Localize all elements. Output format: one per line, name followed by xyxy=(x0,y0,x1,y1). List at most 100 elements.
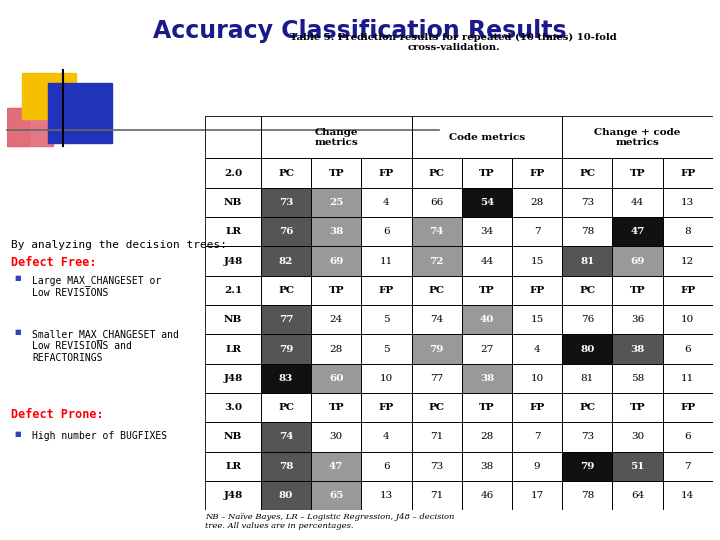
Text: 78: 78 xyxy=(580,491,594,500)
Text: 54: 54 xyxy=(480,198,494,207)
Bar xyxy=(562,334,613,364)
Bar xyxy=(412,481,462,510)
Bar xyxy=(662,246,713,276)
Bar xyxy=(412,116,562,158)
Bar xyxy=(613,451,662,481)
Bar xyxy=(613,217,662,246)
Bar xyxy=(261,451,311,481)
Bar xyxy=(662,334,713,364)
Text: 9: 9 xyxy=(534,462,541,471)
Bar xyxy=(261,246,311,276)
Text: 6: 6 xyxy=(383,462,390,471)
Text: 69: 69 xyxy=(329,256,343,266)
Text: 72: 72 xyxy=(429,256,444,266)
Text: 79: 79 xyxy=(580,462,595,471)
Bar xyxy=(412,188,462,217)
Text: 82: 82 xyxy=(279,256,293,266)
Text: 78: 78 xyxy=(580,227,594,237)
Text: 12: 12 xyxy=(681,256,694,266)
Bar xyxy=(462,364,512,393)
Bar xyxy=(512,364,562,393)
Bar xyxy=(662,422,713,451)
Text: 30: 30 xyxy=(330,433,343,442)
Text: 15: 15 xyxy=(531,256,544,266)
Bar xyxy=(261,276,311,305)
Bar xyxy=(361,158,412,188)
Text: 14: 14 xyxy=(681,491,694,500)
Text: 73: 73 xyxy=(430,462,444,471)
Text: 83: 83 xyxy=(279,374,293,383)
Text: TP: TP xyxy=(630,403,645,412)
Bar xyxy=(462,393,512,422)
Bar xyxy=(311,305,361,334)
Bar xyxy=(412,276,462,305)
Text: FP: FP xyxy=(529,403,545,412)
Text: 2.1: 2.1 xyxy=(224,286,242,295)
Text: 7: 7 xyxy=(534,433,541,442)
Text: 11: 11 xyxy=(380,256,393,266)
Text: TP: TP xyxy=(479,403,495,412)
Bar xyxy=(361,422,412,451)
Bar xyxy=(613,217,662,246)
Bar xyxy=(562,393,613,422)
Text: 7: 7 xyxy=(685,462,691,471)
Bar xyxy=(462,158,512,188)
Text: ■: ■ xyxy=(14,329,21,335)
Bar xyxy=(205,276,261,305)
Text: 4: 4 xyxy=(534,345,541,354)
Bar xyxy=(613,481,662,510)
Bar xyxy=(261,364,311,393)
Bar xyxy=(205,364,261,393)
Bar xyxy=(261,422,311,451)
Bar xyxy=(311,217,361,246)
Text: 28: 28 xyxy=(330,345,343,354)
Text: 81: 81 xyxy=(580,256,595,266)
Text: TP: TP xyxy=(328,286,344,295)
Text: 6: 6 xyxy=(685,433,691,442)
Text: 38: 38 xyxy=(480,462,493,471)
Bar xyxy=(662,451,713,481)
Bar xyxy=(205,188,261,217)
Bar xyxy=(512,393,562,422)
Text: 38: 38 xyxy=(329,227,343,237)
Text: Accuracy Classification Results: Accuracy Classification Results xyxy=(153,19,567,43)
Bar xyxy=(261,188,311,217)
Bar xyxy=(7,108,53,146)
Text: 13: 13 xyxy=(681,198,694,207)
Text: 74: 74 xyxy=(430,315,444,324)
Bar xyxy=(311,246,361,276)
Bar xyxy=(613,451,662,481)
Text: 5: 5 xyxy=(383,345,390,354)
Text: 30: 30 xyxy=(631,433,644,442)
Text: 5: 5 xyxy=(383,315,390,324)
Text: Defect Prone:: Defect Prone: xyxy=(11,408,104,421)
Bar xyxy=(205,246,261,276)
Bar xyxy=(512,451,562,481)
Bar xyxy=(412,246,462,276)
Bar xyxy=(562,116,713,158)
Bar xyxy=(311,481,361,510)
Bar xyxy=(205,422,261,451)
Bar xyxy=(361,451,412,481)
Bar xyxy=(261,334,311,364)
Text: TP: TP xyxy=(328,168,344,178)
Bar xyxy=(205,116,261,158)
Text: LR: LR xyxy=(225,345,241,354)
Bar xyxy=(261,481,311,510)
Text: 79: 79 xyxy=(430,345,444,354)
Bar xyxy=(412,246,462,276)
Bar xyxy=(562,188,613,217)
Bar xyxy=(261,188,311,217)
Text: 80: 80 xyxy=(580,345,595,354)
Bar xyxy=(361,305,412,334)
Bar xyxy=(613,158,662,188)
Bar xyxy=(462,451,512,481)
Text: PC: PC xyxy=(428,403,445,412)
Bar xyxy=(462,481,512,510)
Bar xyxy=(261,451,311,481)
Text: TP: TP xyxy=(479,168,495,178)
Bar xyxy=(261,481,311,510)
Text: 46: 46 xyxy=(480,491,493,500)
Bar xyxy=(462,305,512,334)
Bar xyxy=(562,334,613,364)
